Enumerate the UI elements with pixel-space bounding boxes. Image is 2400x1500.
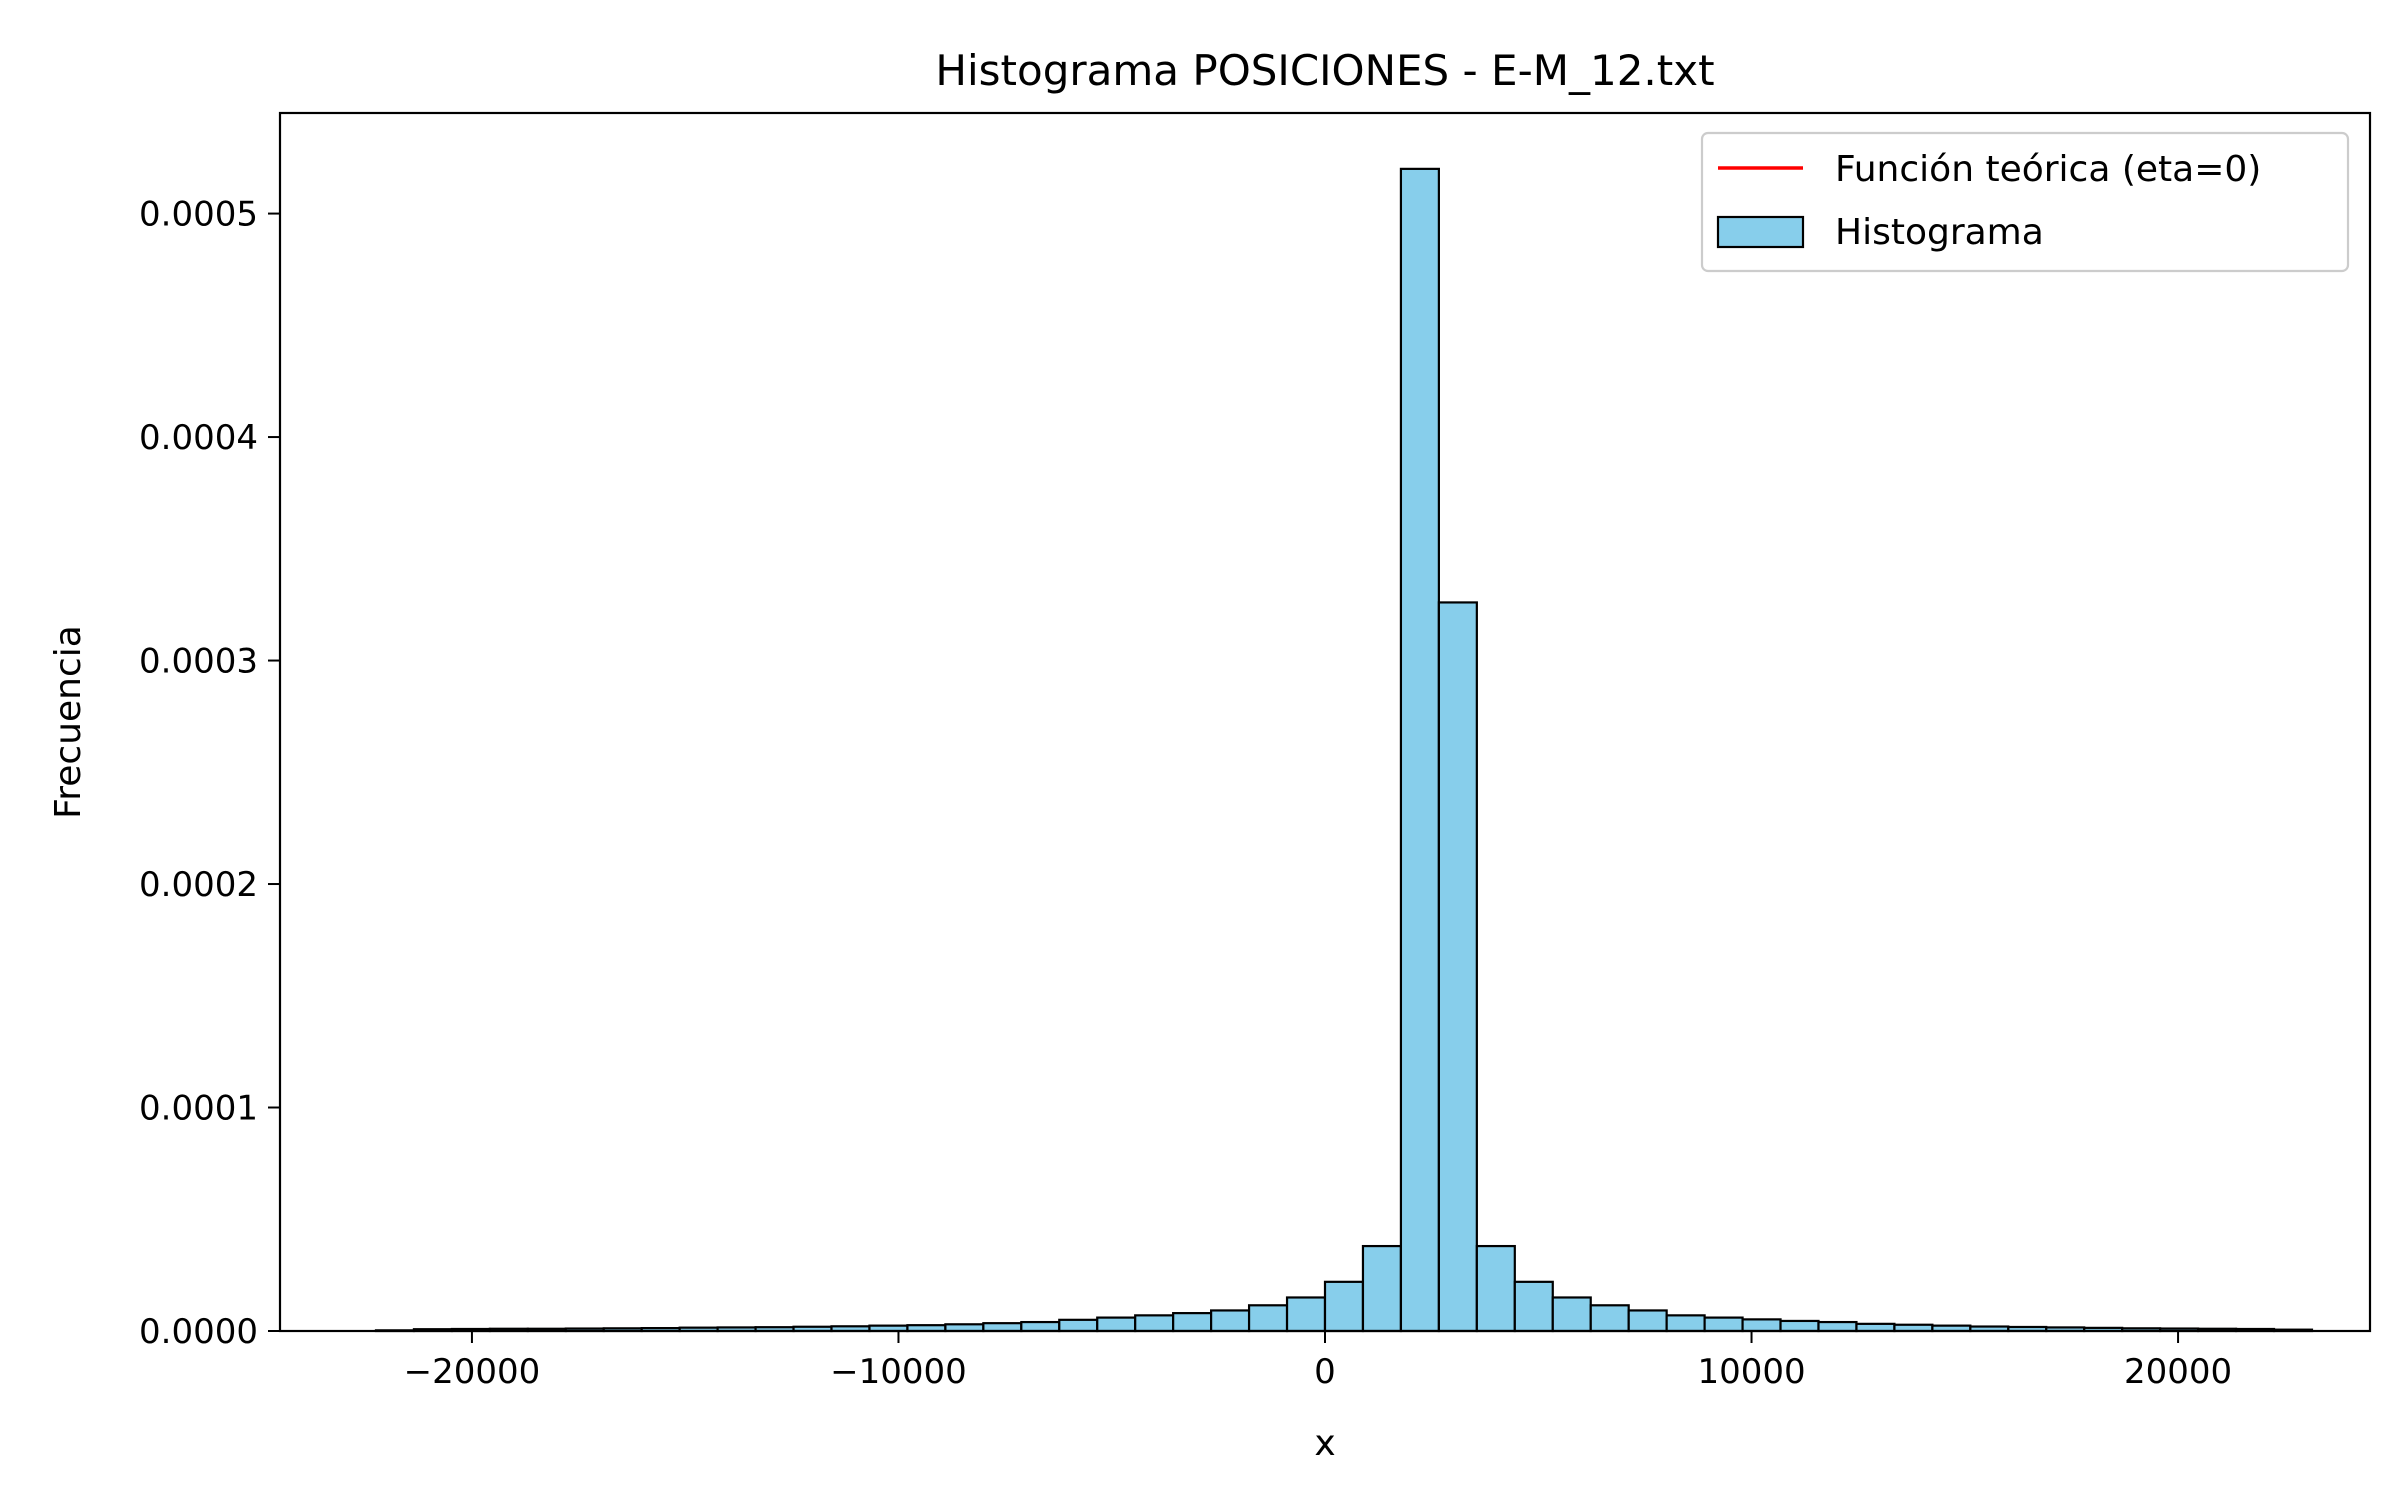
histogram-bar xyxy=(1020,1320,1061,1333)
histogram-bar xyxy=(1361,1244,1403,1333)
histogram-bar xyxy=(1323,1280,1365,1333)
histogram-bar xyxy=(1589,1304,1630,1333)
histogram-bar xyxy=(1058,1318,1099,1333)
histogram-bar xyxy=(982,1322,1023,1333)
legend-bar-swatch xyxy=(1716,215,1805,249)
histogram-bar xyxy=(1817,1320,1858,1333)
x-tick-label: −10000 xyxy=(830,1352,967,1392)
histogram-bar xyxy=(1779,1319,1820,1333)
y-axis-ticks: 0.0000 0.0001 0.0002 0.0003 0.0004 0.0005 xyxy=(139,195,280,1352)
y-tick-label: 0.0003 xyxy=(139,642,258,682)
x-axis-ticks: −20000 −10000 0 10000 20000 xyxy=(404,1331,2232,1392)
y-tick-label: 0.0002 xyxy=(139,865,258,905)
y-tick-label: 0.0005 xyxy=(139,195,258,235)
histogram-bar xyxy=(1475,1244,1516,1333)
histogram-bar xyxy=(1703,1316,1744,1333)
plot-frame xyxy=(278,111,2372,1333)
histogram-bar xyxy=(1247,1304,1289,1333)
x-tick-label: 0 xyxy=(1314,1352,1336,1392)
legend-box xyxy=(1700,131,2350,273)
histogram-bar xyxy=(1399,167,1440,1333)
legend: Función teórica (eta=0) Histograma xyxy=(1700,131,2350,273)
y-tick-label: 0.0004 xyxy=(139,418,258,458)
y-axis-label: Frecuencia xyxy=(48,625,89,819)
histogram-bar xyxy=(1285,1296,1327,1333)
histogram-bar xyxy=(1096,1316,1137,1333)
legend-label-theory: Función teórica (eta=0) xyxy=(1835,149,2261,190)
histogram-bar xyxy=(1513,1280,1554,1333)
x-tick-label: −20000 xyxy=(404,1352,541,1392)
histogram-bar xyxy=(1172,1312,1213,1333)
y-tick-label: 0.0000 xyxy=(139,1312,258,1352)
chart-title: Histograma POSICIONES - E-M_12.txt xyxy=(935,46,1714,95)
x-tick-label: 10000 xyxy=(1697,1352,1805,1392)
legend-label-histogram: Histograma xyxy=(1835,212,2044,253)
histogram-bar xyxy=(1210,1309,1251,1333)
histogram-bar xyxy=(1551,1296,1592,1333)
y-tick-label: 0.0001 xyxy=(139,1089,258,1129)
x-tick-label: 20000 xyxy=(2124,1352,2232,1392)
histogram-bar xyxy=(1627,1309,1668,1333)
histogram-bar xyxy=(1134,1314,1175,1333)
histogram-bar xyxy=(1665,1314,1706,1333)
histogram-bar xyxy=(1437,601,1478,1333)
histogram-bar xyxy=(1741,1318,1782,1333)
x-axis-label: x xyxy=(1314,1423,1335,1464)
